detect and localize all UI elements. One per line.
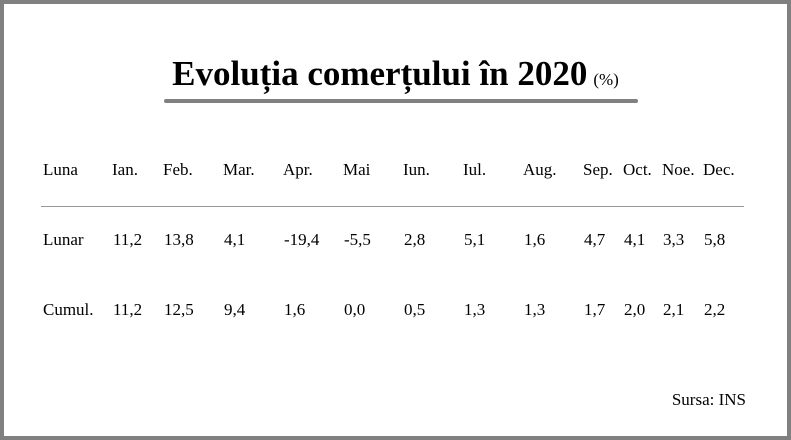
unit: (%): [593, 70, 619, 89]
title-block: Evoluția comerțului în 2020 (%): [4, 54, 787, 94]
row-label: Cumul.: [43, 300, 94, 319]
value-cell: 1,6: [524, 230, 546, 249]
value-cell: 1,6: [284, 300, 306, 319]
value-cell: 1,3: [524, 300, 546, 319]
value-cell: 9,4: [224, 300, 246, 319]
value-cell: -19,4: [284, 230, 320, 249]
value-cell: 4,1: [224, 230, 246, 249]
table-rule: [41, 206, 744, 207]
value-cell: 1,7: [584, 300, 606, 319]
value-cell: 5,8: [704, 230, 726, 249]
value-cell: -5,5: [344, 230, 371, 249]
title-underline: [164, 99, 638, 103]
value-cell: 1,3: [464, 300, 486, 319]
header-cell: Dec.: [703, 160, 735, 179]
value-cell: 4,7: [584, 230, 606, 249]
header-cell: Mai: [343, 160, 371, 179]
source: Sursa: INS: [671, 390, 746, 409]
value-cell: 2,0: [624, 300, 646, 319]
value-cell: 13,8: [164, 230, 194, 249]
value-cell: 12,5: [164, 300, 194, 319]
value-cell: 11,2: [113, 230, 143, 249]
value-cell: 4,1: [624, 230, 646, 249]
value-cell: 3,3: [663, 230, 685, 249]
value-cell: 11,2: [113, 300, 143, 319]
header-cell: Oct.: [623, 160, 652, 179]
header-cell: Sep.: [583, 160, 613, 179]
header-cell: Mar.: [223, 160, 255, 179]
value-cell: 2,8: [404, 230, 426, 249]
header-cell: Noe.: [662, 160, 695, 179]
value-cell: 0,0: [344, 300, 366, 319]
header-cell: Iul.: [463, 160, 487, 179]
header-cell: Iun.: [403, 160, 430, 179]
value-cell: 0,5: [404, 300, 426, 319]
header-label: Luna: [43, 160, 78, 179]
header-cell: Feb.: [163, 160, 193, 179]
header-cell: Ian.: [112, 160, 138, 179]
header-cell: Aug.: [523, 160, 557, 179]
value-cell: 2,2: [704, 300, 726, 319]
title: Evoluția comerțului în 2020: [172, 54, 588, 93]
row-label: Lunar: [43, 230, 84, 249]
header-cell: Apr.: [283, 160, 313, 179]
value-cell: 2,1: [663, 300, 685, 319]
value-cell: 5,1: [464, 230, 486, 249]
